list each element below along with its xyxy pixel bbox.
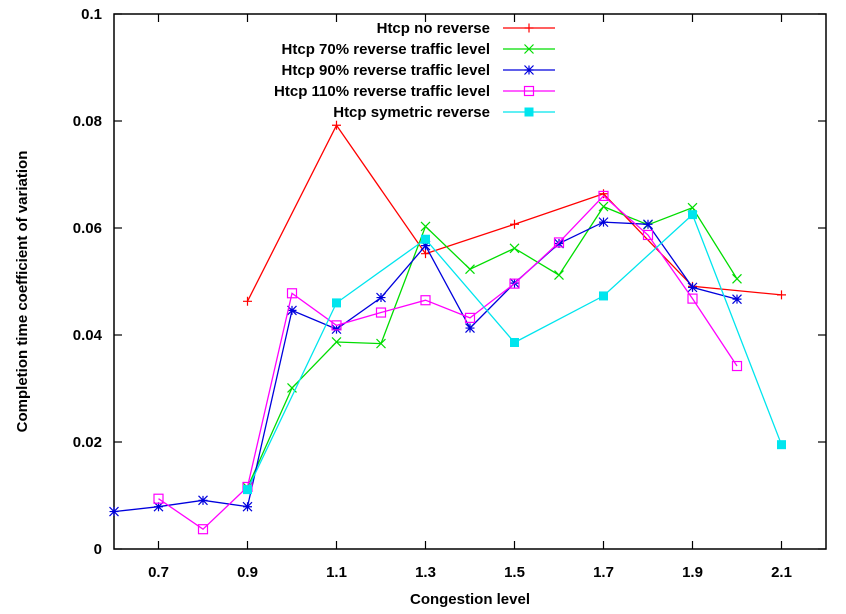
legend-marker (523, 85, 535, 97)
legend-item: Htcp no reverse (377, 20, 555, 37)
data-point (420, 221, 431, 232)
data-point (732, 273, 742, 284)
y-tick-label: 0.08 (73, 113, 102, 130)
data-point (731, 360, 743, 372)
data-point (287, 305, 297, 316)
legend-marker (524, 23, 534, 33)
data-point (153, 501, 164, 512)
data-point (465, 264, 475, 275)
x-tick-label: 1.1 (326, 564, 347, 581)
x-tick-label: 0.9 (237, 564, 258, 581)
data-point (331, 337, 342, 347)
data-point (688, 210, 697, 220)
data-point (598, 190, 609, 201)
data-point (286, 288, 298, 299)
data-point (153, 493, 164, 504)
plot-area (113, 13, 827, 550)
series-1 (243, 120, 786, 306)
data-point (598, 201, 609, 212)
legend-marker (524, 44, 534, 54)
data-point (421, 249, 430, 259)
series-line (246, 124, 782, 302)
data-point (332, 298, 341, 308)
x-tick-label: 1.9 (682, 564, 703, 581)
legend-label: Htcp 70% reverse traffic level (282, 41, 490, 58)
legend: Htcp no reverse Htcp 70% reverse traffic … (274, 20, 555, 121)
data-point (598, 217, 609, 228)
series-3 (109, 217, 742, 517)
data-point (777, 440, 786, 450)
data-point (554, 238, 564, 249)
data-point (510, 219, 519, 229)
series-layer (109, 120, 786, 535)
data-point (376, 292, 386, 303)
data-point (465, 323, 475, 333)
x-tick-label: 1.5 (504, 564, 525, 581)
legend-item: Htcp symetric reverse (333, 104, 555, 121)
data-point (509, 278, 520, 289)
legend-label: Htcp symetric reverse (333, 104, 490, 121)
data-point (509, 243, 520, 254)
legend-item: Htcp 90% reverse traffic level (282, 62, 555, 79)
data-point (510, 337, 519, 347)
x-tick-label: 1.7 (593, 564, 614, 581)
data-point (375, 307, 387, 318)
data-point (197, 524, 209, 535)
legend-item: Htcp 70% reverse traffic level (282, 41, 555, 58)
data-point (642, 229, 654, 241)
data-point (331, 324, 342, 335)
series-2 (242, 201, 742, 493)
data-point (376, 338, 386, 349)
series-line (113, 221, 738, 513)
legend-label: Htcp 90% reverse traffic level (282, 62, 490, 79)
data-point (732, 294, 742, 305)
y-tick-label: 0 (94, 541, 102, 558)
x-tick-label: 0.7 (148, 564, 169, 581)
x-tick-label: 1.3 (415, 564, 436, 581)
data-point (420, 295, 431, 306)
legend-label: Htcp 110% reverse traffic level (274, 83, 490, 100)
data-point (242, 501, 253, 512)
legend-marker (524, 107, 534, 117)
axis-ticks: 0.7 0.9 1.1 1.3 1.5 1.7 1.9 2.1 0 0.02 0.04 0.06 0.0… (73, 6, 826, 581)
data-point (554, 270, 564, 281)
legend-marker (524, 65, 534, 75)
data-point (553, 237, 565, 248)
legend-item: Htcp 110% reverse traffic level (274, 83, 555, 100)
x-tick-label: 2.1 (771, 564, 792, 581)
series-line (246, 205, 738, 488)
y-tick-label: 0.04 (73, 327, 103, 344)
y-tick-label: 0.02 (73, 434, 102, 451)
data-point (243, 485, 252, 495)
data-point (464, 312, 476, 323)
series-5 (243, 210, 786, 495)
data-point (420, 240, 431, 251)
data-point (643, 219, 653, 230)
series-line (158, 195, 738, 531)
x-axis-title: Congestion level (410, 591, 530, 608)
series-4 (153, 190, 743, 535)
data-point (243, 296, 252, 306)
legend-label: Htcp no reverse (377, 20, 490, 37)
plot-border (113, 13, 827, 550)
data-point (421, 234, 430, 244)
data-point (777, 290, 786, 300)
data-point (687, 293, 698, 304)
data-point (599, 291, 608, 301)
y-tick-label: 0.1 (81, 6, 102, 23)
y-axis-title: Completion time coefficient of variation (14, 151, 31, 433)
y-tick-label: 0.06 (73, 220, 102, 237)
data-point (331, 320, 342, 331)
data-point (332, 120, 341, 130)
data-point (109, 506, 119, 517)
data-point (687, 282, 698, 293)
data-point (198, 495, 208, 506)
